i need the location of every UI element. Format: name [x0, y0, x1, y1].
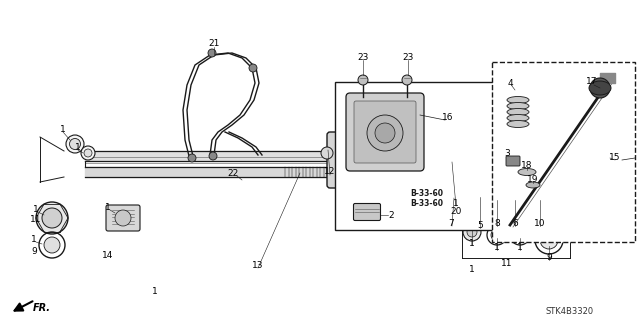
Text: 8: 8: [494, 219, 500, 228]
Circle shape: [209, 152, 217, 160]
Text: 20: 20: [451, 207, 461, 217]
Ellipse shape: [507, 97, 529, 103]
FancyBboxPatch shape: [346, 93, 424, 171]
Text: 18: 18: [521, 161, 532, 170]
FancyBboxPatch shape: [106, 205, 140, 231]
Circle shape: [42, 208, 62, 228]
Circle shape: [493, 193, 501, 201]
Ellipse shape: [507, 108, 529, 115]
Circle shape: [70, 138, 81, 150]
Circle shape: [115, 210, 131, 226]
Text: 1: 1: [105, 204, 111, 212]
Ellipse shape: [507, 102, 529, 109]
Circle shape: [474, 192, 483, 202]
Text: B-33-60: B-33-60: [410, 199, 443, 209]
Text: 5: 5: [477, 221, 483, 231]
Text: STK4B3320: STK4B3320: [546, 307, 594, 315]
Text: 1: 1: [33, 205, 39, 214]
FancyBboxPatch shape: [354, 101, 416, 163]
Text: 10: 10: [534, 219, 546, 228]
Text: 9: 9: [31, 248, 37, 256]
Text: 22: 22: [227, 169, 239, 179]
Circle shape: [36, 202, 68, 234]
Text: 23: 23: [357, 53, 369, 62]
Ellipse shape: [507, 121, 529, 128]
Circle shape: [377, 142, 413, 178]
Text: 1: 1: [494, 243, 500, 253]
Circle shape: [476, 195, 481, 199]
Circle shape: [474, 192, 483, 202]
Text: 1: 1: [469, 265, 475, 275]
Circle shape: [463, 223, 481, 241]
Text: B-33-60: B-33-60: [410, 189, 443, 197]
Text: 2: 2: [388, 211, 394, 219]
Ellipse shape: [589, 81, 611, 95]
Circle shape: [375, 123, 395, 143]
Circle shape: [367, 115, 403, 151]
Circle shape: [384, 149, 406, 171]
Text: 4: 4: [507, 79, 513, 88]
Circle shape: [467, 227, 477, 237]
Text: FR.: FR.: [33, 303, 51, 313]
Ellipse shape: [445, 162, 454, 168]
Circle shape: [340, 140, 380, 180]
Circle shape: [358, 75, 368, 85]
Circle shape: [533, 190, 547, 204]
Circle shape: [540, 231, 558, 249]
Text: 23: 23: [403, 53, 413, 62]
Text: 9: 9: [546, 254, 552, 263]
Text: 15: 15: [609, 153, 621, 162]
Text: 3: 3: [504, 149, 510, 158]
FancyBboxPatch shape: [327, 132, 438, 188]
Circle shape: [347, 147, 373, 173]
Text: 19: 19: [527, 175, 539, 184]
Text: 11: 11: [30, 216, 42, 225]
Circle shape: [476, 195, 481, 199]
Text: 1: 1: [75, 144, 81, 152]
Text: 1: 1: [453, 199, 459, 209]
Text: 1: 1: [152, 287, 158, 296]
Text: 11: 11: [501, 258, 513, 268]
Text: 1: 1: [60, 125, 66, 135]
FancyBboxPatch shape: [353, 204, 381, 220]
Text: 17: 17: [586, 78, 598, 86]
Text: 12: 12: [324, 167, 336, 176]
Circle shape: [188, 154, 196, 162]
Bar: [492, 62, 635, 242]
Text: 21: 21: [208, 40, 220, 48]
Circle shape: [321, 147, 333, 159]
Circle shape: [354, 154, 366, 166]
Circle shape: [515, 230, 525, 240]
Ellipse shape: [526, 182, 540, 188]
Circle shape: [81, 146, 95, 160]
Circle shape: [66, 135, 84, 153]
Circle shape: [491, 229, 503, 241]
Circle shape: [402, 75, 412, 85]
Circle shape: [590, 78, 610, 98]
Text: 6: 6: [512, 219, 518, 228]
Ellipse shape: [507, 115, 529, 122]
Circle shape: [249, 64, 257, 72]
Circle shape: [509, 191, 521, 203]
Ellipse shape: [518, 168, 536, 175]
Circle shape: [44, 237, 60, 253]
Text: 1: 1: [31, 235, 37, 244]
Text: 1: 1: [517, 243, 523, 253]
Bar: [335, 82, 493, 230]
Text: 1: 1: [469, 239, 475, 248]
Text: 7: 7: [448, 219, 454, 228]
Circle shape: [476, 195, 481, 199]
Circle shape: [84, 149, 92, 157]
Text: 13: 13: [252, 261, 264, 270]
Text: 14: 14: [102, 250, 114, 259]
Text: 16: 16: [442, 113, 454, 122]
Circle shape: [208, 49, 216, 57]
Circle shape: [474, 192, 483, 202]
FancyBboxPatch shape: [506, 156, 520, 166]
